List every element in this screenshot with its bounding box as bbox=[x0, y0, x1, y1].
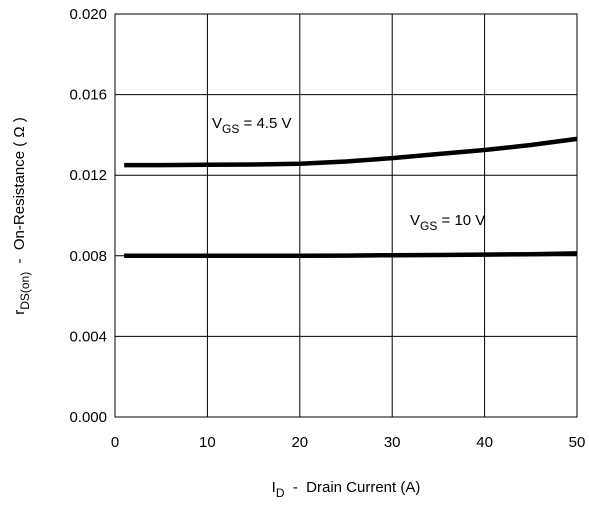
plot-frame bbox=[114, 13, 578, 418]
series-line-1 bbox=[124, 251, 578, 259]
y-axis-label: rDS(on) - On-Resistance ( Ω ) bbox=[11, 117, 32, 315]
x-axis-label: ID - Drain Current (A) bbox=[272, 479, 421, 500]
series-line-0 bbox=[124, 136, 578, 168]
y-tick-label: 0.000 bbox=[69, 409, 107, 426]
y-tick-label: 0.016 bbox=[69, 87, 107, 104]
y-tick-labels: 0.000 0.004 0.008 0.012 0.016 0.020 bbox=[69, 6, 107, 426]
x-tick-label: 40 bbox=[476, 434, 493, 451]
x-tick-label: 10 bbox=[199, 434, 216, 451]
x-tick-label: 20 bbox=[291, 434, 308, 451]
y-tick-label: 0.004 bbox=[69, 328, 107, 345]
series-label-vgs-10: VGS = 10 V bbox=[410, 212, 485, 233]
x-tick-label: 50 bbox=[569, 434, 586, 451]
y-tick-label: 0.012 bbox=[69, 167, 107, 184]
x-tick-labels: 0 10 20 30 40 50 bbox=[111, 434, 586, 451]
grid bbox=[114, 13, 578, 418]
y-tick-label: 0.008 bbox=[69, 248, 107, 265]
y-tick-label: 0.020 bbox=[69, 6, 107, 23]
x-tick-label: 30 bbox=[384, 434, 401, 451]
series-label-vgs-4-5: VGS = 4.5 V bbox=[212, 115, 291, 136]
series-lines bbox=[124, 136, 578, 259]
x-tick-label: 0 bbox=[111, 434, 119, 451]
